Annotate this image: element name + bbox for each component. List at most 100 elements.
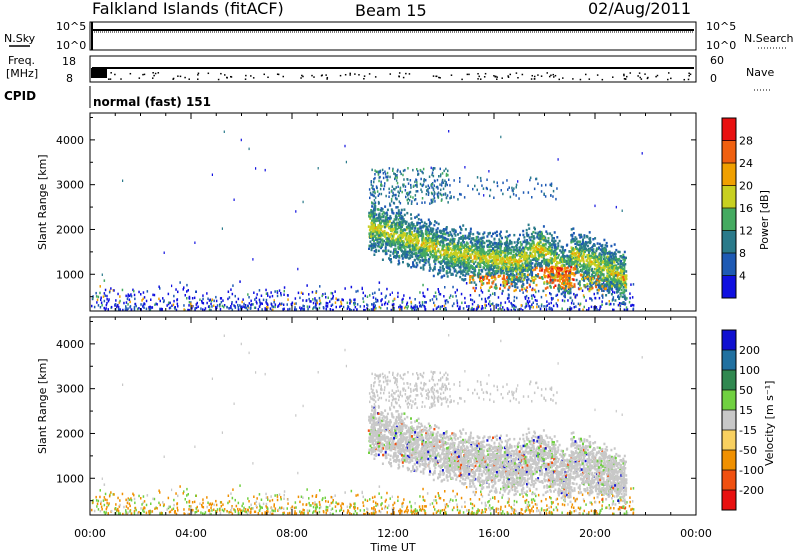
echo-cell — [406, 211, 409, 215]
echo-cell — [234, 305, 236, 308]
nave-dot — [494, 76, 497, 78]
echo-cell — [445, 308, 447, 312]
echo-cell — [102, 295, 105, 298]
echo-cell — [138, 307, 140, 310]
echo-cell — [409, 226, 412, 229]
echo-cell — [474, 253, 477, 257]
nave-dot — [562, 77, 564, 79]
echo-cell — [470, 308, 472, 312]
echo-cell — [587, 270, 590, 273]
echo-cell — [282, 308, 284, 312]
echo-cell — [556, 269, 559, 273]
echo-cell — [452, 266, 455, 269]
echo-cell — [499, 287, 501, 290]
echo-cell — [389, 250, 392, 254]
echo-cell — [416, 221, 419, 225]
echo-cell — [487, 268, 490, 271]
echo-cell — [465, 245, 468, 249]
echo-cell — [540, 237, 543, 241]
echo-cell — [529, 248, 532, 252]
echo-cell — [93, 305, 96, 309]
echo-cell — [274, 303, 277, 306]
nave-dot — [143, 73, 146, 76]
echo-cell — [570, 301, 573, 305]
echo-cell — [398, 213, 401, 216]
echo-cell — [540, 264, 543, 268]
echo-cell — [462, 269, 465, 272]
echo-cell — [592, 271, 595, 274]
echo-cell — [390, 237, 393, 241]
echo-cell — [577, 270, 580, 273]
echo-cell — [573, 261, 576, 265]
echo-cell — [259, 300, 261, 304]
echo-cell — [595, 249, 598, 253]
echo-cell — [568, 269, 571, 272]
echo-cell — [596, 283, 599, 287]
echo-cell — [476, 306, 478, 309]
echo-cell — [453, 255, 456, 258]
echo-cell — [571, 248, 574, 251]
echo-cell — [533, 243, 535, 246]
echo-cell — [159, 308, 161, 311]
echo-cell — [545, 308, 548, 311]
echo-cell — [601, 279, 604, 282]
echo-cell — [402, 245, 405, 248]
echo-cell — [445, 263, 448, 266]
echo-cell — [188, 304, 190, 307]
echo-cell — [641, 152, 643, 155]
echo-cell — [376, 241, 379, 245]
echo-cell — [416, 227, 419, 231]
echo-cell — [529, 238, 532, 242]
echo-cell — [244, 305, 246, 309]
echo-cell — [595, 280, 598, 283]
echo-cell — [437, 235, 440, 238]
echo-cell — [456, 254, 459, 257]
echo-cell — [211, 173, 213, 176]
echo-cell — [514, 308, 516, 312]
echo-cell — [210, 308, 212, 312]
echo-cell — [446, 254, 449, 257]
echo-cell — [501, 251, 504, 254]
echo-cell — [499, 269, 502, 272]
echo-cell — [557, 275, 560, 278]
echo-cell — [603, 281, 605, 284]
echo-cell — [363, 305, 365, 308]
echo-cell — [522, 257, 525, 260]
echo-cell — [506, 256, 508, 259]
echo-cell — [460, 254, 463, 258]
echo-cell — [557, 298, 559, 302]
echo-cell — [423, 221, 426, 224]
echo-cell — [467, 236, 470, 239]
nave-dot — [408, 73, 411, 75]
echo-cell — [421, 254, 424, 257]
echo-cell — [409, 296, 411, 300]
echo-cell — [488, 170, 490, 173]
echo-cell — [499, 235, 502, 238]
echo-cell — [177, 290, 179, 294]
echo-cell — [567, 261, 570, 265]
echo-cell — [488, 300, 491, 303]
echo-cell — [128, 298, 131, 301]
echo-cell — [271, 305, 273, 308]
echo-cell — [486, 245, 489, 249]
echo-cell — [406, 226, 409, 230]
echo-cell — [400, 216, 403, 220]
echo-cell — [433, 267, 436, 270]
echo-cell — [482, 245, 485, 248]
echo-cell — [412, 196, 414, 199]
echo-cell — [477, 306, 479, 309]
echo-cell — [378, 288, 380, 291]
echo-cell — [599, 284, 602, 287]
echo-cell — [384, 245, 387, 249]
echo-cell — [441, 238, 444, 241]
echo-cell — [500, 283, 502, 287]
echo-cell — [184, 294, 186, 297]
echo-cell — [424, 261, 427, 265]
echo-cell — [494, 252, 497, 256]
echo-cell — [506, 282, 509, 286]
echo-cell — [510, 255, 513, 259]
echo-cell — [577, 240, 580, 243]
echo-cell — [116, 304, 119, 308]
echo-cell — [313, 306, 315, 309]
echo-cell — [547, 271, 550, 274]
